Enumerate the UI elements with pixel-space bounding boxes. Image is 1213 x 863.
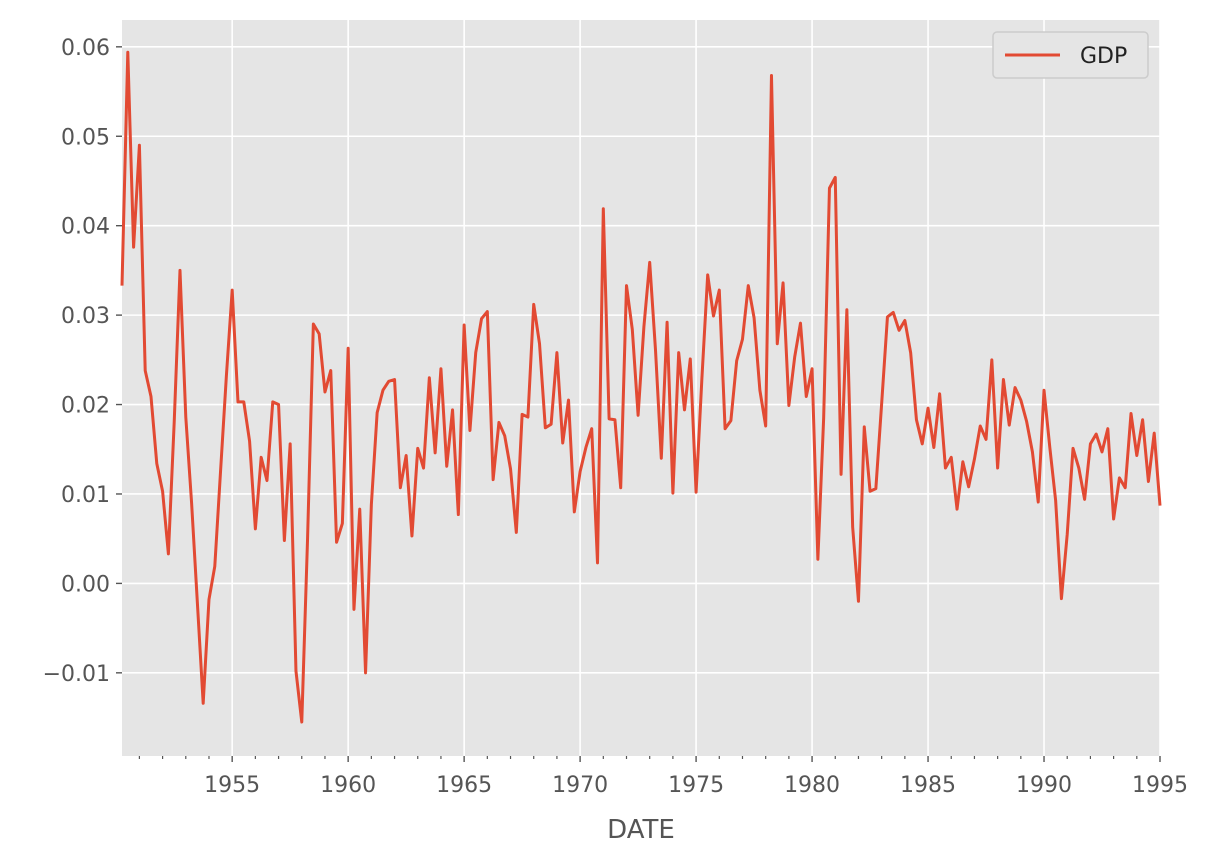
y-tick-label: 0.06 (61, 36, 110, 61)
x-tick-label: 1955 (204, 773, 260, 798)
x-tick-label: 1960 (320, 773, 376, 798)
y-tick-label: 0.00 (61, 572, 110, 597)
x-tick-label: 1975 (668, 773, 724, 798)
legend: GDP (992, 31, 1149, 79)
x-tick-label: 1985 (900, 773, 956, 798)
y-tick-label: 0.02 (61, 394, 110, 419)
axis-ticks: −0.01 0.00 0.01 0.02 0.03 0.04 0.05 0.06 1955 196… (43, 36, 1188, 798)
x-tick-label: 1990 (1016, 773, 1072, 798)
y-tick-label: 0.04 (61, 215, 110, 240)
series-layer (120, 50, 1162, 724)
y-tick-label: −0.01 (43, 662, 110, 687)
y-tick-label: 0.03 (61, 304, 110, 329)
series-line-gdp (120, 50, 1162, 724)
y-tick-label: 0.01 (61, 483, 110, 508)
y-tick-label: 0.05 (61, 125, 110, 150)
x-tick-label: 1995 (1132, 773, 1188, 798)
x-tick-label: 1970 (552, 773, 608, 798)
legend-label-gdp: GDP (1080, 44, 1127, 69)
legend-box (992, 31, 1149, 79)
x-tick-label: 1965 (436, 773, 492, 798)
x-tick-label: 1980 (784, 773, 840, 798)
x-axis-title: DATE (607, 815, 675, 845)
